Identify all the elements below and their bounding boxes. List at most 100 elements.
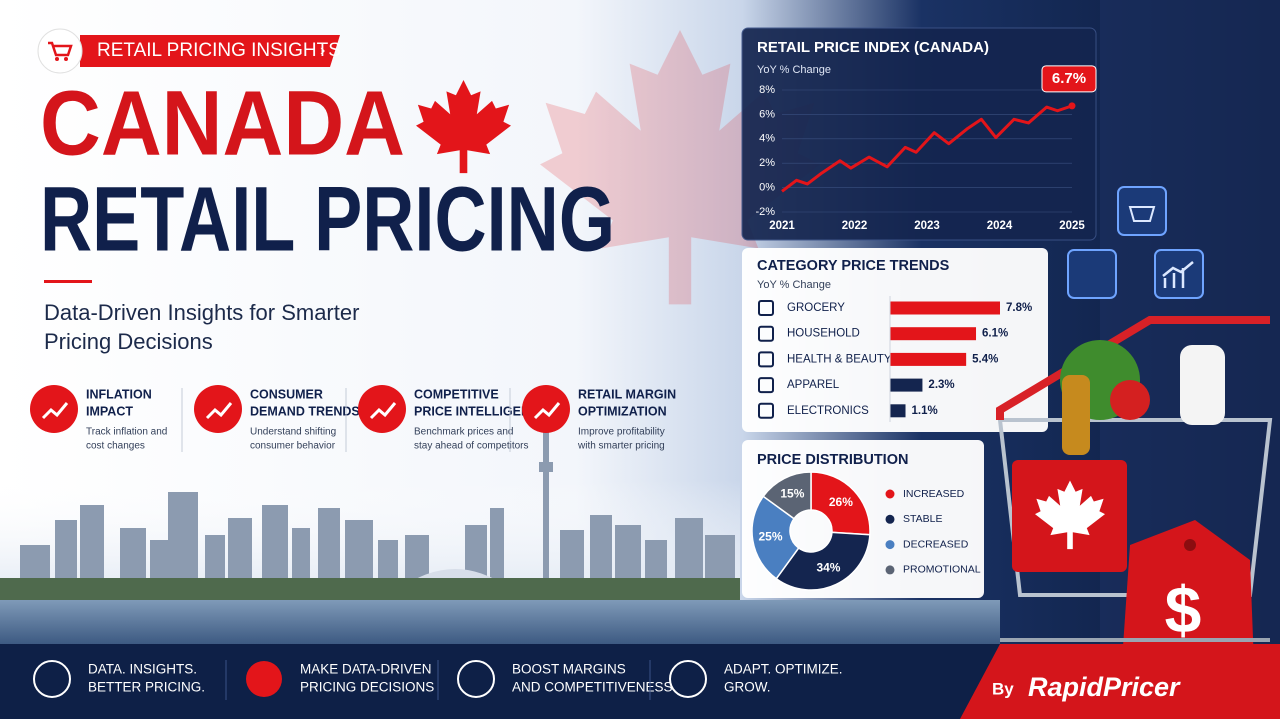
legend-swatch (885, 489, 895, 499)
line-panel (741, 27, 1097, 241)
category-label: HEALTH & BEAUTY (787, 353, 892, 365)
y-tick-label: 0% (759, 182, 775, 194)
charts: RETAIL PRICE INDEX (CANADA) YoY % Change -… (751, 39, 1097, 591)
legend-label: STABLE (903, 513, 943, 525)
badge-text: RETAIL PRICING INSIGHTS (97, 40, 341, 61)
divider (44, 280, 92, 283)
feature-icon (358, 385, 406, 433)
footer-text: DATA. INSIGHTS. (88, 662, 197, 677)
bar (890, 404, 906, 418)
x-tick-label: 2022 (842, 220, 868, 232)
category-label: APPAREL (787, 379, 840, 391)
slice-label: 25% (758, 530, 782, 544)
category-icon (758, 300, 774, 316)
feature-title: CONSUMER (250, 387, 323, 401)
feature-title: COMPETITIVE (414, 387, 499, 401)
legend-label: PROMOTIONAL (903, 564, 981, 576)
y-tick-label: 2% (759, 157, 775, 169)
subtitle-line: Pricing Decisions (44, 329, 213, 354)
title-line-2: RETAIL PRICING (40, 168, 615, 270)
skyline (0, 405, 740, 600)
value-label: 1.1% (912, 405, 938, 417)
chart-title: RETAIL PRICE INDEX (CANADA) (757, 39, 989, 56)
category-label: HOUSEHOLD (787, 328, 860, 340)
price-tag-symbol: $ (1165, 572, 1202, 646)
legend-swatch (885, 540, 895, 550)
chart-subtitle: YoY % Change (757, 64, 831, 76)
feature-title: OPTIMIZATION (578, 404, 667, 418)
x-tick-label: 2023 (914, 220, 940, 232)
feature-title: RETAIL MARGIN (578, 387, 676, 401)
footer-items: DATA. INSIGHTS. BETTER PRICING. MAKE DATA-… (33, 660, 843, 700)
category-icon (758, 377, 774, 394)
feature-desc: Benchmark prices and (414, 427, 514, 438)
x-tick-label: 2021 (769, 220, 795, 232)
footer-text: AND COMPETITIVENESS (512, 680, 673, 695)
value-label-bg (1041, 65, 1097, 93)
feature-title: PRICE INTELLIGENCE (414, 404, 547, 418)
bar (890, 301, 1000, 315)
y-tick-label: -2% (755, 206, 775, 218)
legend-swatch (885, 514, 895, 524)
category-label: GROCERY (787, 302, 845, 314)
value-label: 5.4% (972, 353, 998, 365)
footer-icon (457, 660, 495, 698)
feature-title: DEMAND TRENDS (250, 404, 360, 418)
footer-text: PRICING DECISIONS (300, 680, 434, 695)
category-label: ELECTRONICS (787, 405, 869, 417)
badge: RETAIL PRICING INSIGHTS › (37, 28, 341, 74)
footer-text: GROW. (724, 680, 771, 695)
slice (810, 471, 871, 536)
feature-glyph (41, 402, 69, 420)
value-label: 6.1% (982, 328, 1008, 340)
feature-icon (194, 385, 242, 433)
bar (890, 378, 923, 392)
slice (775, 531, 871, 591)
brand-prefix: By (992, 679, 1014, 698)
water (0, 600, 1000, 644)
legend-label: DECREASED (903, 538, 969, 550)
category-icon (758, 325, 774, 342)
feature-desc: cost changes (86, 441, 145, 452)
brand: RapidPricer (1028, 672, 1181, 702)
footer-icon (669, 660, 707, 698)
x-tick-label: 2025 (1059, 220, 1085, 232)
footer-text: MAKE DATA-DRIVEN (300, 662, 432, 677)
feature-title: IMPACT (86, 404, 133, 418)
value-label: 6.7% (1052, 70, 1086, 87)
chart-title: PRICE DISTRIBUTION (757, 452, 908, 468)
feature-desc: stay ahead of competitors (414, 441, 529, 452)
footer-brand-bg (960, 644, 1280, 719)
point (1068, 102, 1076, 110)
feature-icon (30, 385, 78, 433)
value-label: 2.3% (928, 379, 954, 391)
legend-swatch (885, 565, 895, 575)
bar (890, 327, 977, 341)
subtitle-line: Data-Driven Insights for Smarter (44, 300, 359, 325)
bar (890, 352, 967, 366)
features: INFLATION IMPACT Track inflation and cost c… (30, 385, 676, 452)
badge-chevron: › (320, 42, 325, 59)
footer-text: BETTER PRICING. (88, 680, 205, 695)
footer-text: ADAPT. OPTIMIZE. (724, 662, 843, 677)
x-tick-label: 2024 (987, 220, 1013, 232)
slice (751, 495, 800, 580)
chart-subtitle: YoY % Change (757, 279, 831, 291)
feature-glyph (205, 402, 233, 420)
footer-text: BOOST MARGINS (512, 662, 626, 677)
feature-icon (522, 385, 570, 433)
slice-label: 15% (780, 487, 804, 501)
feature-desc: Track inflation and (86, 427, 167, 438)
feature-title: INFLATION (86, 387, 152, 401)
slice (762, 471, 812, 520)
feature-glyph (369, 402, 397, 420)
feature-desc: Improve profitability (578, 427, 665, 438)
line (781, 104, 1073, 193)
y-tick-label: 6% (759, 108, 775, 120)
feature-desc: Understand shifting (250, 427, 336, 438)
legend-label: INCREASED (903, 488, 965, 500)
footer-icon (33, 660, 71, 698)
category-icon (758, 351, 774, 368)
